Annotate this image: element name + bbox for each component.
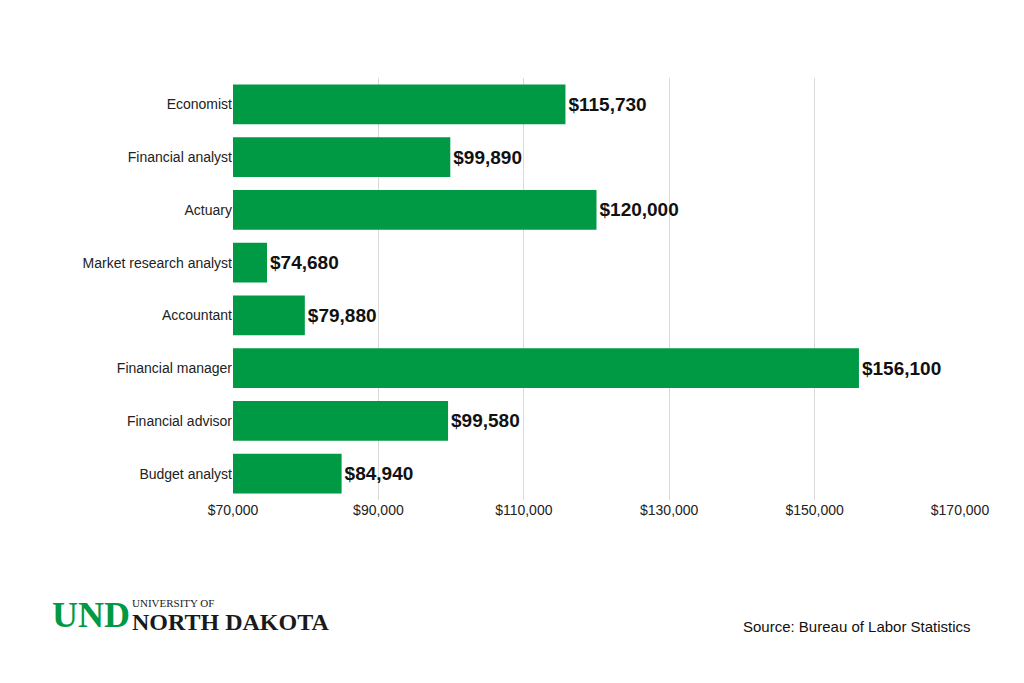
svg-text:$84,940: $84,940 bbox=[345, 463, 414, 484]
svg-text:Source: Bureau of Labor Statis: Source: Bureau of Labor Statistics bbox=[743, 618, 971, 635]
svg-text:Market research analyst: Market research analyst bbox=[83, 255, 233, 271]
svg-text:$150,000: $150,000 bbox=[785, 502, 844, 518]
svg-text:$115,730: $115,730 bbox=[568, 94, 646, 115]
svg-text:$70,000: $70,000 bbox=[208, 502, 259, 518]
svg-text:Financial analyst: Financial analyst bbox=[128, 149, 232, 165]
svg-text:$120,000: $120,000 bbox=[600, 199, 679, 220]
svg-text:UNIVERSITY OF: UNIVERSITY OF bbox=[132, 597, 214, 609]
svg-text:$99,580: $99,580 bbox=[451, 410, 520, 431]
svg-text:Financial advisor: Financial advisor bbox=[127, 413, 232, 429]
svg-text:NORTH DAKOTA: NORTH DAKOTA bbox=[132, 609, 329, 635]
svg-text:$170,000: $170,000 bbox=[931, 502, 990, 518]
svg-text:Financial manager: Financial manager bbox=[117, 360, 233, 376]
svg-text:Economist: Economist bbox=[167, 96, 232, 112]
svg-text:Actuary: Actuary bbox=[185, 202, 232, 218]
svg-text:$99,890: $99,890 bbox=[453, 147, 522, 168]
svg-text:$79,880: $79,880 bbox=[308, 305, 377, 326]
svg-text:$130,000: $130,000 bbox=[640, 502, 699, 518]
svg-text:Budget analyst: Budget analyst bbox=[139, 466, 232, 482]
svg-text:$90,000: $90,000 bbox=[353, 502, 404, 518]
svg-text:$110,000: $110,000 bbox=[495, 502, 553, 518]
svg-text:UND: UND bbox=[52, 595, 130, 635]
svg-text:$156,100: $156,100 bbox=[862, 358, 941, 379]
svg-text:Accountant: Accountant bbox=[162, 307, 232, 323]
svg-text:$74,680: $74,680 bbox=[270, 252, 339, 273]
